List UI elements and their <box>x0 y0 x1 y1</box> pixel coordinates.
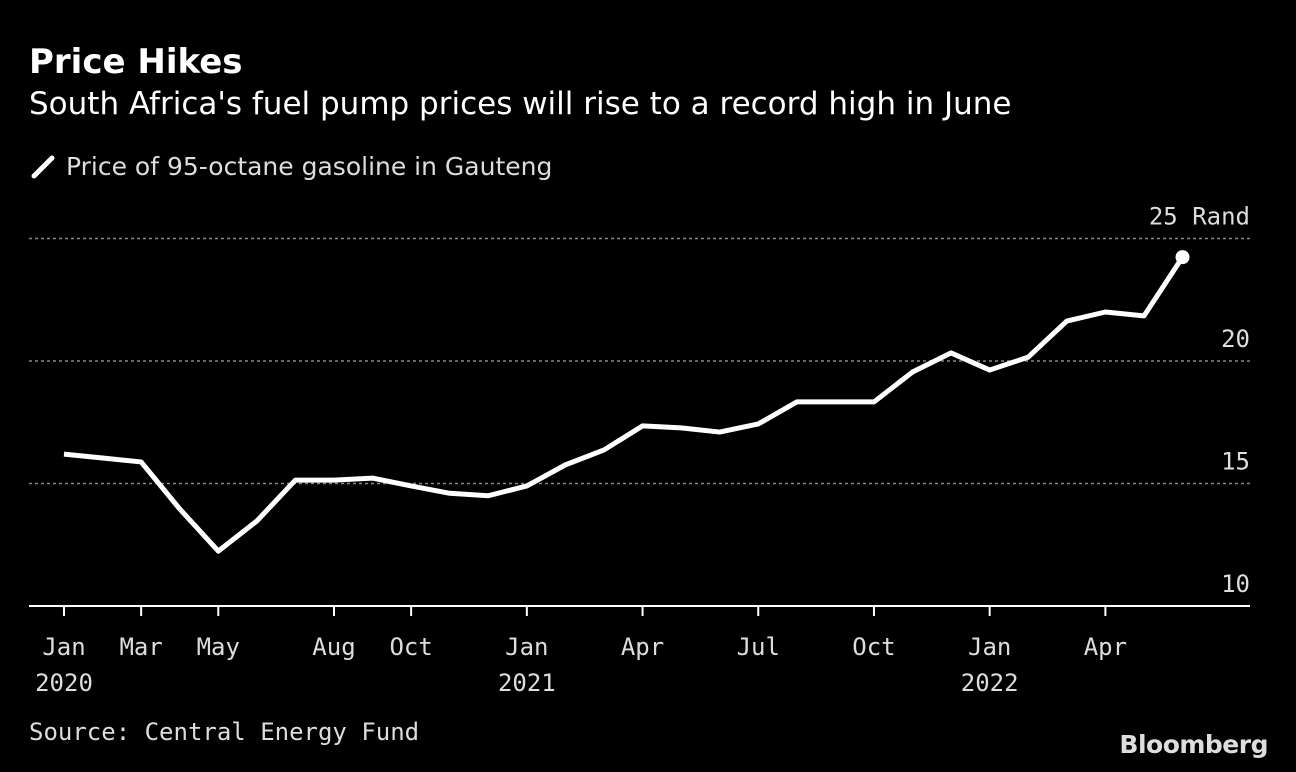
y-tick-label: 10 <box>1221 570 1250 598</box>
x-tick-label: Jan <box>968 633 1011 661</box>
source-note: Source: Central Energy Fund <box>29 718 420 746</box>
x-tick-label: Mar <box>119 633 162 661</box>
x-tick-label: Jan <box>42 633 85 661</box>
x-tick-label: May <box>197 633 240 661</box>
x-tick-year: 2020 <box>35 669 93 697</box>
chart-subtitle: South Africa's fuel pump prices will ris… <box>29 86 1012 122</box>
x-tick-label: Jan <box>505 633 548 661</box>
bloomberg-logo: Bloomberg <box>1119 730 1268 759</box>
price-line <box>63 255 1185 554</box>
y-tick-label: 20 <box>1221 325 1250 353</box>
y-tick-label: 25 Rand <box>1149 203 1250 231</box>
x-tick-label: Oct <box>852 633 895 661</box>
y-tick-label: 15 <box>1221 448 1250 476</box>
x-tick-label: Apr <box>621 633 664 661</box>
chart-title: Price Hikes <box>29 42 243 82</box>
x-tick-label: Jul <box>737 633 780 661</box>
data-point <box>1175 250 1190 265</box>
x-tick-label: Oct <box>389 633 432 661</box>
legend-label: Price of 95-octane gasoline in Gauteng <box>66 152 553 181</box>
x-tick-label: Aug <box>312 633 355 661</box>
x-tick-year: 2022 <box>961 669 1019 697</box>
legend: Price of 95-octane gasoline in Gauteng <box>30 152 552 181</box>
x-tick-label: Apr <box>1084 633 1127 661</box>
legend-line-icon <box>31 155 55 178</box>
x-tick-year: 2021 <box>498 669 556 697</box>
